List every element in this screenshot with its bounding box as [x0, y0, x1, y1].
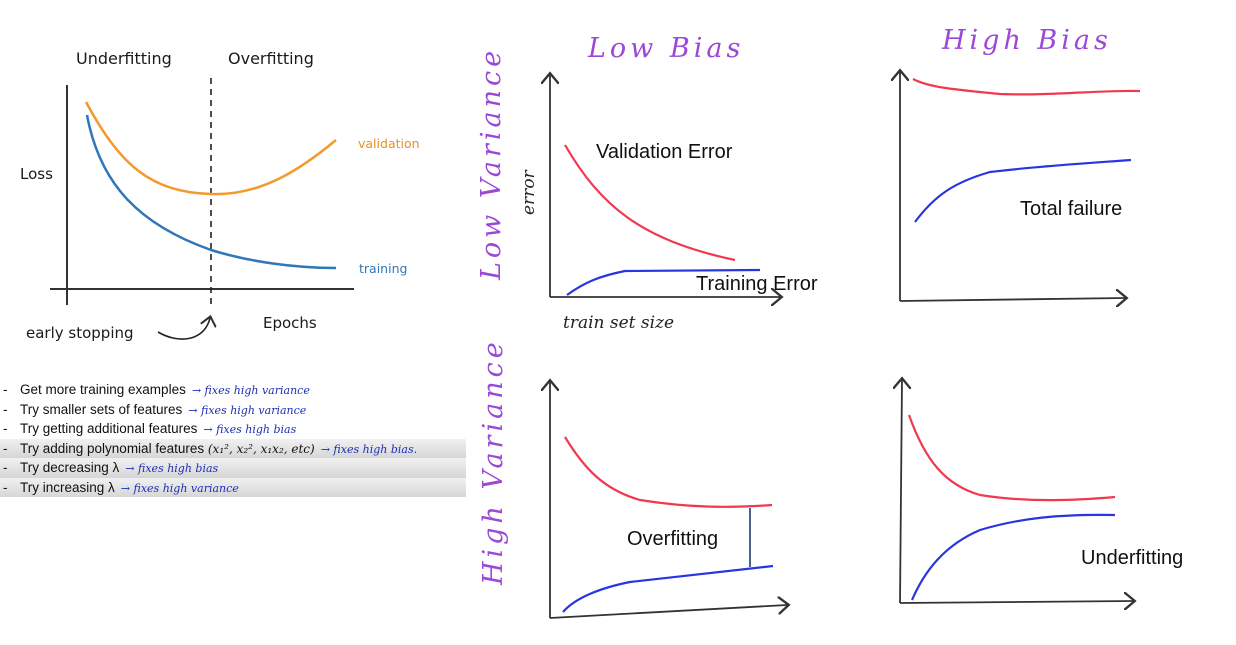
tip-text: Try getting additional features: [20, 421, 198, 436]
overfitting-label: Overfitting: [228, 49, 314, 68]
overfitting-label: Overfitting: [627, 528, 718, 550]
training-error-curve: [562, 564, 774, 613]
panel-low-bias-high-variance: Overfitting: [549, 382, 787, 619]
training-label: training: [359, 261, 407, 276]
validation-error-curve: [564, 436, 773, 508]
high-variance-header: High Variance: [478, 338, 509, 586]
bullet-dash: -: [3, 401, 8, 417]
tip-text: Try adding polynomial features: [20, 440, 205, 456]
train-set-size-label: train set size: [563, 313, 674, 333]
panel-low-bias-low-variance: error train set size Validation Error Tr…: [519, 75, 818, 333]
validation-error-curve: [564, 144, 736, 262]
training-error-curve: [566, 268, 761, 296]
x-axis: [899, 601, 1133, 603]
bullet-dash: -: [3, 460, 8, 475]
x-axis: [899, 298, 1125, 301]
tip-item: - Try increasing λ → fixes high variance: [0, 477, 466, 497]
x-axis: [549, 605, 787, 619]
underfitting-label: Underfitting: [1081, 547, 1183, 569]
error-axis-label: error: [519, 169, 539, 215]
panel-high-bias-high-variance: Underfitting: [900, 380, 1183, 603]
early-stopping-arrow: [157, 318, 210, 340]
tip-note: fixes high variance: [201, 403, 307, 417]
tip-item: - Get more training examples → fixes high…: [0, 380, 466, 400]
epochs-label: Epochs: [263, 314, 317, 332]
early-stopping-chart: Underfitting Overfitting Loss validation…: [20, 49, 420, 342]
bullet-dash: -: [3, 479, 8, 495]
total-failure-label: Total failure: [1020, 198, 1122, 220]
validation-label: validation: [358, 136, 420, 151]
bullet-dash: -: [3, 382, 8, 397]
low-variance-header: Low Variance: [476, 47, 507, 281]
bullet-dash: -: [3, 421, 8, 436]
tip-note: fixes high bias: [138, 462, 219, 475]
tip-note: fixes high bias.: [333, 442, 418, 456]
tip-item: - Try adding polynomial features (x₁², x…: [0, 438, 466, 458]
tip-note: fixes high variance: [133, 481, 239, 495]
early-stopping-label: early stopping: [26, 324, 134, 342]
tip-item: - Try decreasing λ → fixes high bias: [0, 458, 466, 478]
tip-math: (x₁², x₂², x₁x₂, etc): [207, 441, 315, 456]
tip-text: Try smaller sets of features: [20, 401, 183, 417]
tip-note: fixes high variance: [204, 384, 310, 397]
training-error-curve: [914, 158, 1132, 223]
tip-text: Get more training examples: [20, 382, 186, 397]
loss-label: Loss: [20, 165, 53, 183]
training-error-curve: [910, 513, 1116, 601]
low-bias-header: Low Bias: [587, 33, 744, 64]
validation-error-label: Validation Error: [596, 141, 733, 163]
high-bias-header: High Bias: [941, 25, 1112, 56]
tip-item: - Try smaller sets of features → fixes hi…: [0, 400, 466, 420]
panel-high-bias-low-variance: Total failure: [899, 72, 1141, 301]
tip-text: Try increasing λ: [20, 479, 115, 495]
tip-item: - Try getting additional features → fixes…: [0, 419, 466, 439]
underfitting-label: Underfitting: [76, 49, 172, 68]
validation-error-curve: [912, 78, 1141, 96]
training-curve: [85, 114, 337, 270]
y-axis: [900, 380, 902, 604]
tips-list: - Get more training examples → fixes high…: [0, 380, 466, 497]
validation-curve: [84, 101, 337, 196]
tip-text: Try decreasing λ: [20, 460, 120, 475]
bullet-dash: -: [3, 440, 8, 456]
training-error-label: Training Error: [696, 273, 818, 295]
validation-error-curve: [907, 414, 1116, 502]
tip-note: fixes high bias: [216, 423, 297, 436]
